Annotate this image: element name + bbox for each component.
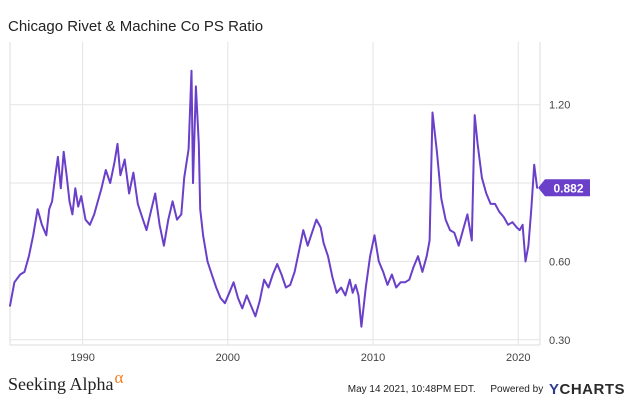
ycharts-logo-text: CHARTS	[559, 381, 625, 398]
current-value-badge	[538, 179, 590, 197]
footer-attribution: May 14 2021, 10:48PM EDT. Powered by YCH…	[348, 381, 625, 398]
current-value-label: 0.882	[553, 181, 583, 195]
chart-title: Chicago Rivet & Machine Co PS Ratio	[8, 18, 264, 35]
y-tick-label: 1.20	[549, 100, 570, 112]
y-tick-label: 0.60	[549, 256, 570, 268]
powered-by-label: Powered by	[490, 384, 544, 395]
x-tick-label: 2000	[216, 352, 240, 364]
seeking-alpha-wordmark: Seeking Alpha	[8, 374, 114, 394]
ps-ratio-series-line	[9, 69, 539, 328]
x-tick-label: 1990	[70, 352, 94, 364]
seeking-alpha-logo: Seeking Alphaα	[8, 368, 123, 395]
current-value-marker: 0.882	[538, 179, 590, 197]
ycharts-logo-y: Y	[548, 381, 560, 398]
series-layer	[9, 69, 539, 328]
x-tick-label: 2010	[361, 352, 385, 364]
grid-lines	[9, 42, 541, 346]
alpha-symbol: α	[114, 368, 124, 387]
timestamp: May 14 2021, 10:48PM EDT.	[347, 384, 476, 395]
x-tick-label: 2020	[506, 352, 530, 364]
ycharts-logo: YCHARTS	[549, 381, 625, 398]
y-tick-label: 0.30	[549, 335, 570, 347]
